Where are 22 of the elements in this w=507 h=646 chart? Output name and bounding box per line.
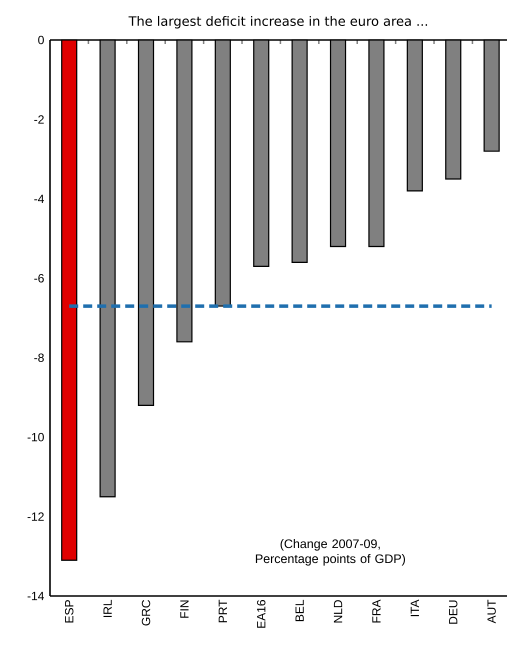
x-tick-label: BEL [296, 600, 304, 622]
y-tick-label: 0 [38, 36, 44, 44]
y-tick-label: -4 [34, 194, 44, 203]
x-tick-label: ITA [410, 600, 419, 616]
x-tick-label: PRT [218, 600, 227, 622]
y-tick-label: -10 [28, 432, 44, 442]
x-tick-label: FRA [372, 600, 381, 622]
annotation: (Change 2007-09, Percentage points of GDP) [256, 539, 405, 566]
y-tick-label: -6 [34, 274, 44, 283]
x-tick-label: IRL [104, 600, 112, 618]
x-tick-label: ESP [64, 600, 74, 622]
y-tick-label: -2 [34, 115, 44, 124]
x-tick-label: AUT [487, 600, 496, 624]
chart-title: The largest deficit increase in the euro area ... [128, 16, 428, 28]
x-tick-label: DEU [449, 600, 458, 624]
y-tick-label: -14 [28, 592, 44, 600]
x-tick-label: NLD [334, 600, 342, 622]
y-tick-label: -8 [34, 353, 44, 362]
x-tick-label: FIN [180, 600, 189, 618]
y-tick-label: -12 [28, 512, 44, 521]
x-tick-label: EA16 [256, 600, 266, 628]
x-tick-label: GRC [142, 600, 150, 626]
